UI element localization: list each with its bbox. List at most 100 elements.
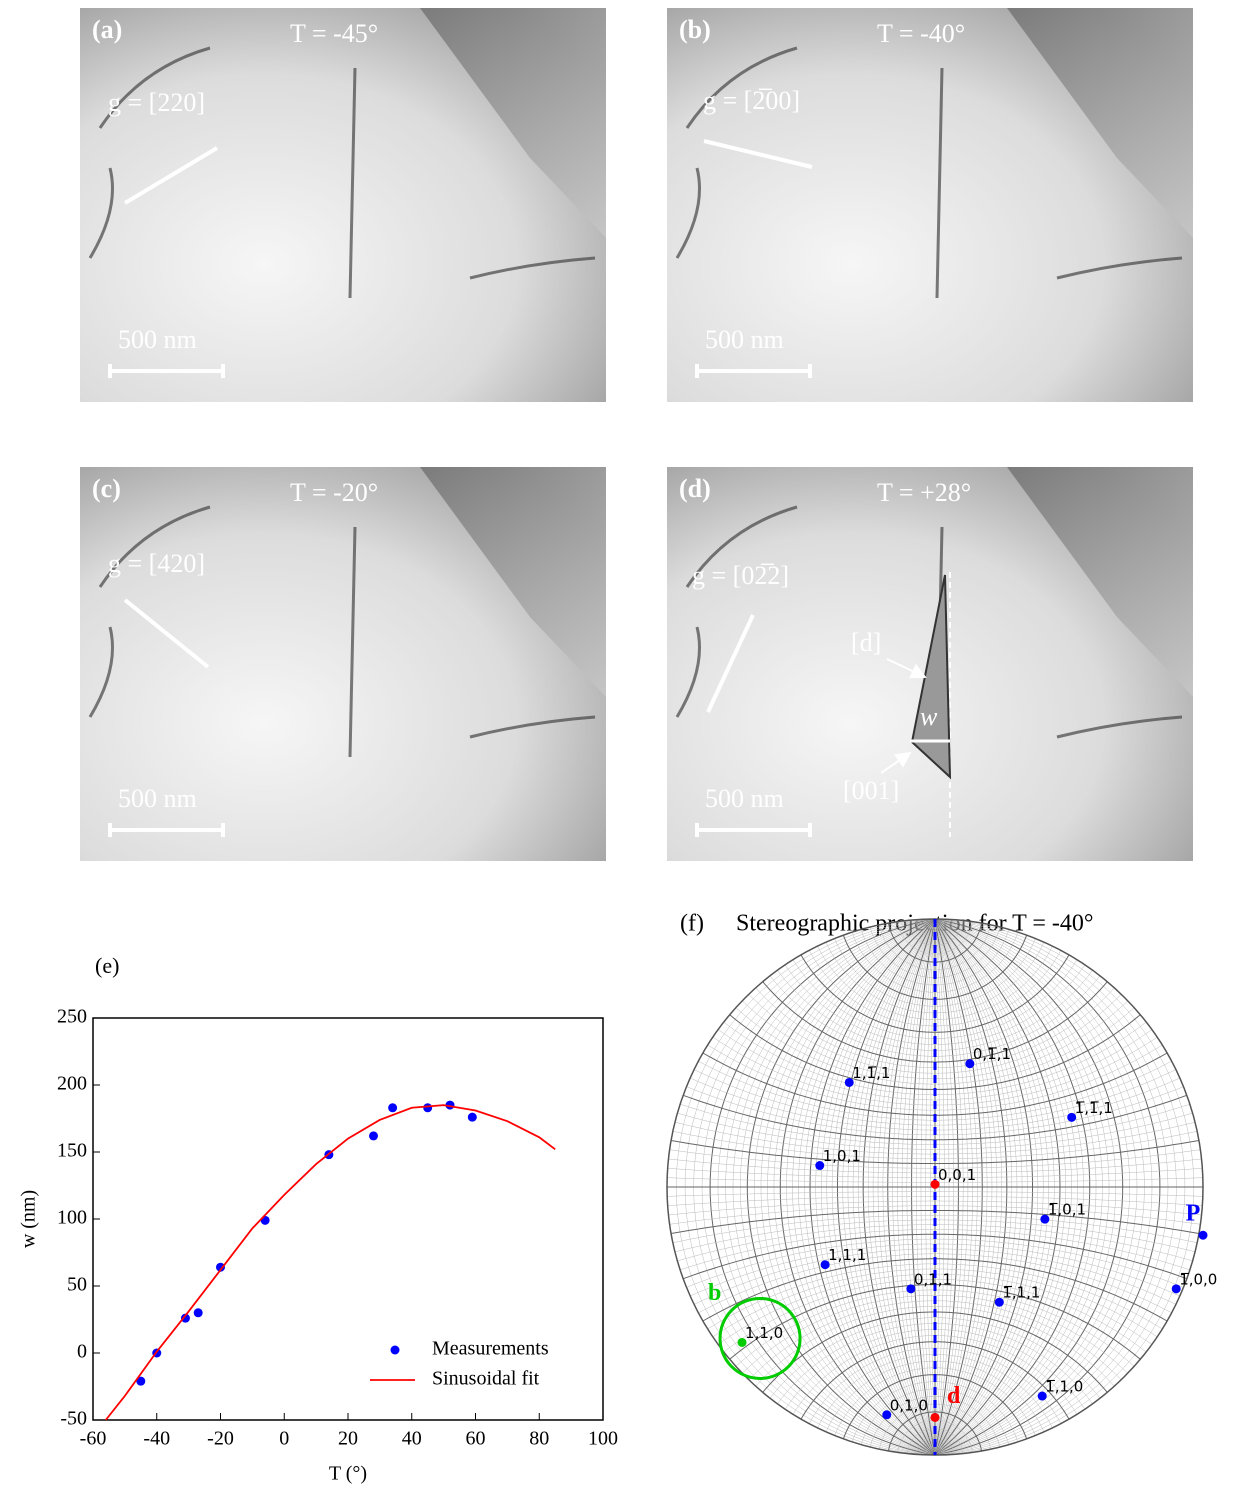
pole-label: 1,1,1	[828, 1246, 866, 1264]
parallel	[723, 1279, 1147, 1353]
g-vector: g = [2̅00]	[703, 86, 800, 115]
parallel	[755, 1306, 1115, 1387]
pole-label: P	[1186, 1201, 1201, 1227]
panel-label: (c)	[92, 474, 121, 503]
parallel	[683, 1094, 1187, 1141]
parallel	[897, 921, 973, 955]
legend-label: Sinusoidal fit	[432, 1368, 540, 1390]
x-tick-label: -20	[207, 1428, 234, 1450]
micrograph: (a) T = -45° g = [220] 500 nm	[80, 8, 606, 402]
parallel	[817, 945, 1053, 1020]
image-feature	[675, 505, 1183, 758]
panel-label: (f)	[680, 911, 704, 937]
parallel	[784, 964, 1086, 1045]
data-point	[369, 1131, 378, 1141]
pole	[844, 1077, 854, 1087]
pole-label: 1,1̅,1	[852, 1064, 890, 1082]
parallel	[677, 1112, 1193, 1150]
pole	[882, 1410, 892, 1420]
pole	[737, 1337, 747, 1347]
parallel	[718, 1029, 1152, 1101]
temperature: T = +28°	[877, 478, 971, 507]
x-tick-label: -60	[80, 1428, 107, 1450]
scale-bar	[695, 364, 812, 378]
pole-label: d	[947, 1383, 961, 1409]
parallel	[888, 1411, 982, 1451]
image-feature	[88, 46, 596, 299]
data-point	[193, 1308, 203, 1318]
y-tick-label: 250	[57, 1006, 87, 1028]
x-axis-label: T (°)	[329, 1463, 367, 1485]
data-point	[180, 1313, 190, 1323]
temperature: T = -20°	[290, 478, 378, 507]
pole-label: 1,0,1	[823, 1147, 861, 1165]
pole-label: 0,0,1	[938, 1166, 976, 1184]
g-line	[703, 139, 813, 169]
micrograph: (b) T = -40° g = [2̅00] 500 nm	[667, 8, 1193, 402]
g-vector: g = [220]	[108, 88, 205, 117]
parallel	[916, 1436, 954, 1455]
pole	[1037, 1391, 1047, 1401]
scale-bar	[695, 823, 812, 837]
scale-bar-label: 500 nm	[118, 784, 197, 813]
micrograph: (d) T = +28° g = [02̅2] 500 nm w [d] [001]	[667, 467, 1193, 861]
pole-label: 1̅,0,0	[1179, 1270, 1217, 1288]
image-shade	[420, 8, 606, 238]
pole	[994, 1297, 1004, 1307]
pole	[930, 1179, 940, 1189]
parallel	[672, 1214, 1198, 1243]
g-line	[706, 614, 755, 713]
scale-bar	[108, 364, 225, 378]
pole-label: 1̅,1̅,1	[1075, 1099, 1113, 1117]
x-tick-label: 40	[402, 1428, 422, 1450]
image-shade	[1007, 467, 1193, 697]
pole	[815, 1161, 825, 1171]
pole-label: 1,1,0	[745, 1324, 783, 1342]
data-point	[467, 1112, 477, 1122]
legend-label: Measurements	[432, 1338, 549, 1360]
pole	[1198, 1230, 1208, 1240]
x-tick-label: 60	[466, 1428, 486, 1450]
pole-label: 0,1,0	[890, 1396, 928, 1414]
scale-bar-label: 500 nm	[118, 325, 197, 354]
fit-line	[105, 1104, 556, 1421]
parallel	[667, 1168, 1203, 1178]
parallel	[925, 919, 945, 929]
pole	[1067, 1112, 1077, 1122]
x-tick-label: 100	[588, 1428, 618, 1450]
parallel	[800, 954, 1070, 1033]
pole-label: 1̅,1,1	[1002, 1284, 1040, 1302]
x-tick-label: 20	[338, 1428, 358, 1450]
highlight-circle	[718, 1296, 802, 1380]
micrograph: (c) T = -20° g = [420] 500 nm	[80, 467, 606, 861]
pole	[820, 1260, 830, 1270]
pole-label: 1̅,0,1	[1048, 1201, 1086, 1219]
pole	[1171, 1284, 1181, 1294]
parallel	[879, 924, 991, 971]
temperature: T = -40°	[877, 19, 965, 48]
parallel	[742, 1295, 1128, 1374]
pole	[930, 1412, 940, 1422]
pole-label: 1̅,1,0	[1045, 1378, 1083, 1396]
scale-bar-label: 500 nm	[705, 325, 784, 354]
g-line	[123, 598, 210, 669]
parallel	[834, 938, 1036, 1007]
circled-label: b	[708, 1280, 721, 1306]
g-vector: g = [420]	[108, 549, 205, 578]
parallel	[769, 1317, 1101, 1399]
parallel	[698, 1253, 1172, 1314]
arrow	[886, 658, 927, 679]
x-tick-label: 0	[279, 1428, 289, 1450]
image-shade	[1007, 8, 1193, 238]
parallel	[680, 1229, 1190, 1271]
y-tick-label: 100	[57, 1207, 87, 1229]
panel-label: (b)	[679, 15, 711, 44]
g-vector: g = [02̅2]	[692, 561, 789, 590]
y-tick-label: 200	[57, 1073, 87, 1095]
parallel	[668, 1200, 1202, 1216]
image-feature	[675, 46, 1183, 299]
y-axis-label: w (nm)	[18, 1190, 40, 1248]
parallel	[671, 1140, 1199, 1165]
axis-label: [001]	[843, 776, 899, 805]
